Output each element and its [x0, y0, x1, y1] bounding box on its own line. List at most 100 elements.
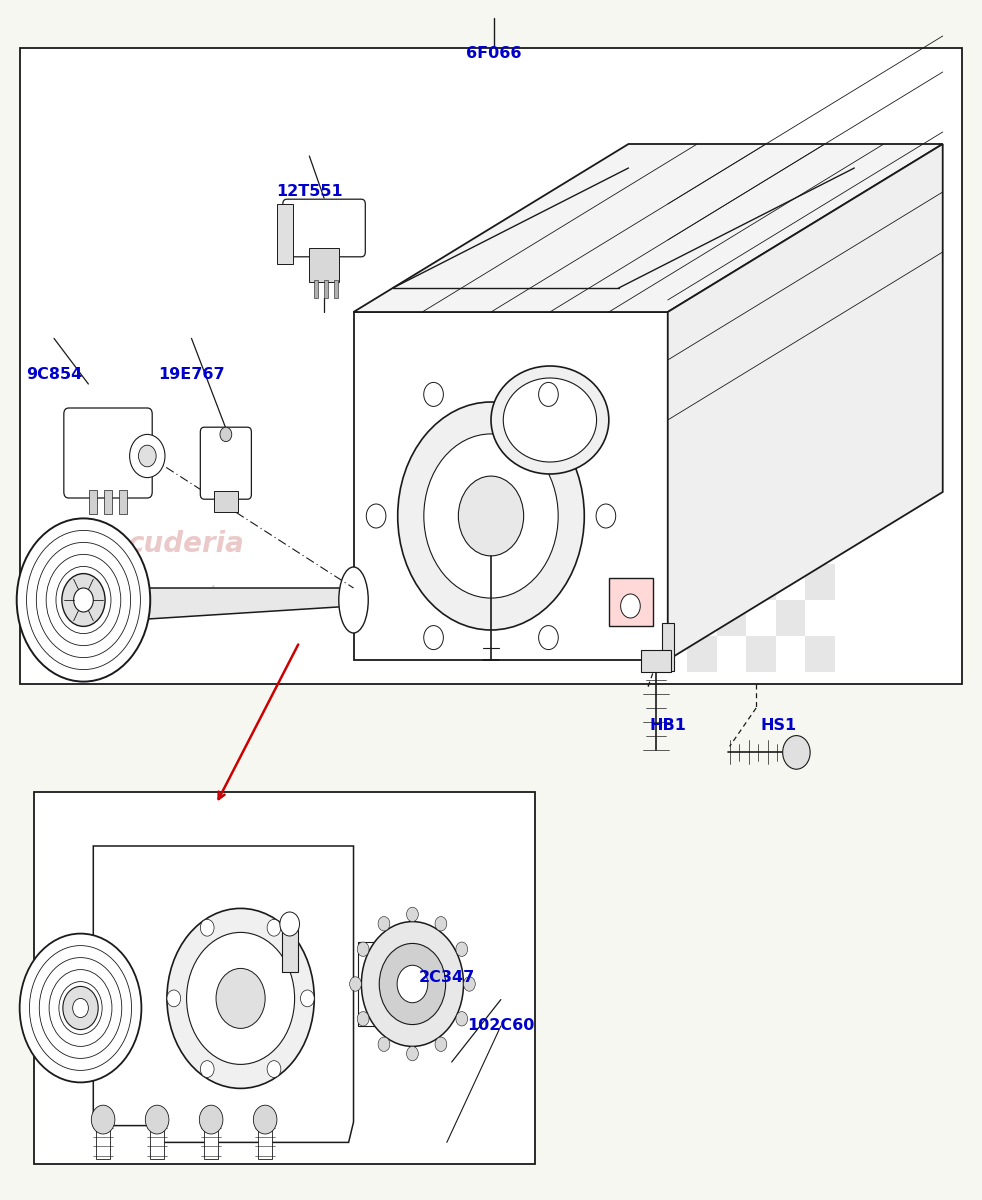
Bar [119, 490, 127, 514]
Bar [309, 248, 339, 282]
Bar [609, 578, 653, 626]
Circle shape [74, 588, 93, 612]
Text: 9C854: 9C854 [26, 367, 82, 382]
Bar [717, 528, 746, 564]
Bar [282, 924, 298, 972]
Bar [214, 491, 238, 512]
FancyBboxPatch shape [200, 427, 251, 499]
Bar [641, 650, 671, 672]
Bar [104, 490, 112, 514]
Polygon shape [69, 588, 354, 624]
Bar [258, 1126, 272, 1159]
Bar [277, 204, 293, 264]
Circle shape [423, 625, 443, 649]
Circle shape [145, 1105, 169, 1134]
Bar [776, 600, 805, 636]
Circle shape [435, 1037, 447, 1051]
Bar [746, 420, 776, 456]
Circle shape [62, 574, 105, 626]
Bar [687, 420, 717, 456]
FancyBboxPatch shape [283, 199, 365, 257]
Circle shape [220, 427, 232, 442]
Circle shape [456, 942, 467, 956]
Text: 12T551: 12T551 [276, 185, 343, 199]
Bar [89, 490, 97, 514]
Bar [776, 528, 805, 564]
Circle shape [423, 383, 444, 407]
Bar [746, 564, 776, 600]
Circle shape [407, 907, 418, 922]
Text: 102C60: 102C60 [467, 1019, 534, 1033]
Circle shape [91, 1105, 115, 1134]
Circle shape [73, 998, 88, 1018]
Bar [687, 636, 717, 672]
Circle shape [464, 977, 475, 991]
Circle shape [424, 434, 558, 598]
Circle shape [63, 986, 98, 1030]
Bar [34, 792, 535, 1164]
Text: car  parts: car parts [128, 584, 228, 604]
Text: 19E767: 19E767 [158, 367, 225, 382]
Circle shape [361, 922, 464, 1046]
Ellipse shape [339, 566, 368, 634]
Bar [746, 492, 776, 528]
Bar [746, 636, 776, 672]
Circle shape [379, 943, 446, 1025]
Circle shape [20, 934, 141, 1082]
Circle shape [167, 908, 314, 1088]
Ellipse shape [504, 378, 597, 462]
Circle shape [167, 990, 181, 1007]
Circle shape [407, 1046, 418, 1061]
Text: cuderia: cuderia [128, 530, 245, 558]
Circle shape [17, 518, 150, 682]
Bar [687, 492, 717, 528]
Circle shape [253, 1105, 277, 1134]
Circle shape [280, 912, 300, 936]
Bar [805, 636, 835, 672]
Circle shape [456, 1012, 467, 1026]
Polygon shape [93, 846, 354, 1142]
Bar [776, 456, 805, 492]
Bar [717, 600, 746, 636]
Bar [20, 48, 962, 684]
Circle shape [621, 594, 640, 618]
Circle shape [783, 736, 810, 769]
Circle shape [398, 402, 584, 630]
Ellipse shape [491, 366, 609, 474]
Bar [662, 623, 674, 671]
Bar [805, 564, 835, 600]
Circle shape [267, 919, 281, 936]
Circle shape [459, 476, 523, 556]
Text: 6F066: 6F066 [466, 47, 521, 61]
Bar [324, 280, 328, 298]
Bar [687, 564, 717, 600]
Circle shape [435, 917, 447, 931]
Circle shape [216, 968, 265, 1028]
Bar [687, 348, 717, 384]
Circle shape [350, 977, 361, 991]
Polygon shape [354, 144, 943, 312]
Bar [805, 420, 835, 456]
Polygon shape [668, 144, 943, 660]
Circle shape [538, 383, 558, 407]
Bar [717, 384, 746, 420]
Bar [358, 942, 403, 1026]
Bar [717, 456, 746, 492]
Bar [746, 348, 776, 384]
Circle shape [538, 625, 558, 649]
Text: 2C347: 2C347 [418, 971, 475, 985]
Bar [96, 1126, 110, 1159]
Bar [805, 348, 835, 384]
Circle shape [267, 1061, 281, 1078]
Circle shape [366, 504, 386, 528]
Bar [334, 280, 338, 298]
Bar [805, 492, 835, 528]
Circle shape [357, 942, 369, 956]
Bar [204, 1126, 218, 1159]
Circle shape [130, 434, 165, 478]
Circle shape [200, 919, 214, 936]
Circle shape [378, 917, 390, 931]
Circle shape [199, 1105, 223, 1134]
Circle shape [378, 1037, 390, 1051]
Circle shape [187, 932, 295, 1064]
